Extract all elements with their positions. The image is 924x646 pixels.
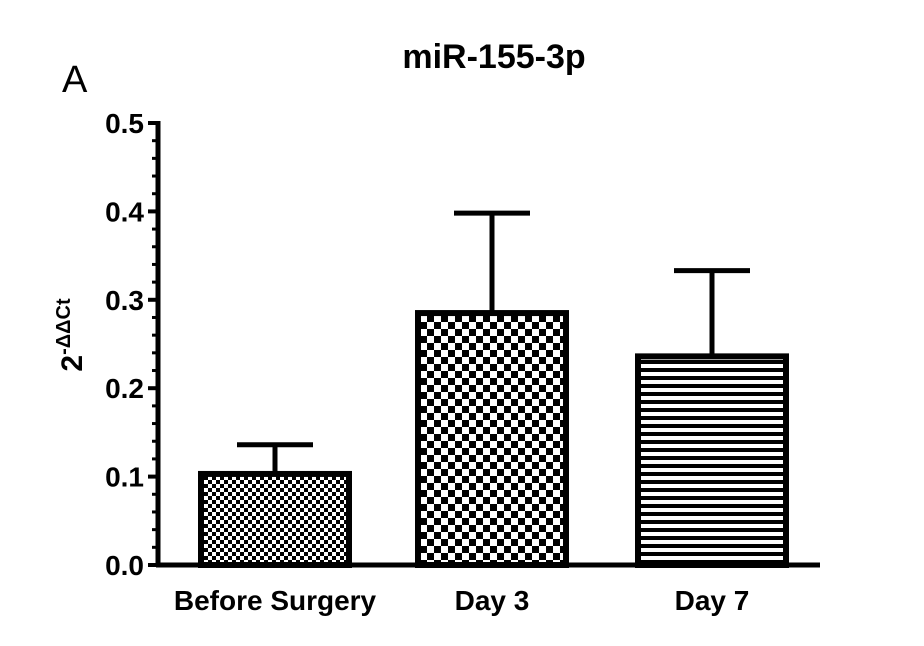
y-tick-label: 0.0 (105, 550, 144, 581)
y-tick-label: 0.4 (105, 196, 144, 227)
category-labels: Before Surgery Day 3 Day 7 (174, 585, 750, 616)
y-tick-label: 0.1 (105, 462, 144, 493)
bar (635, 353, 789, 568)
category-label: Day 3 (455, 585, 530, 616)
y-axis-label-superscript: -ΔΔCt (53, 298, 75, 355)
y-tick-label: 0.3 (105, 285, 144, 316)
y-axis-label: 2-ΔΔCt (53, 298, 89, 372)
panel-label: A (62, 59, 88, 101)
bar (198, 470, 352, 568)
chart-title: miR-155-3p (402, 38, 585, 76)
bar (415, 310, 569, 568)
y-tick-label: 0.2 (105, 373, 144, 404)
category-label: Before Surgery (174, 585, 377, 616)
bars (198, 310, 789, 568)
y-tick-label: 0.5 (105, 108, 144, 139)
y-axis-label-base: 2 (56, 355, 89, 372)
y-tick-labels: 0.0 0.1 0.2 0.3 0.4 0.5 (105, 108, 144, 581)
category-label: Day 7 (675, 585, 750, 616)
error-bars (237, 210, 750, 474)
